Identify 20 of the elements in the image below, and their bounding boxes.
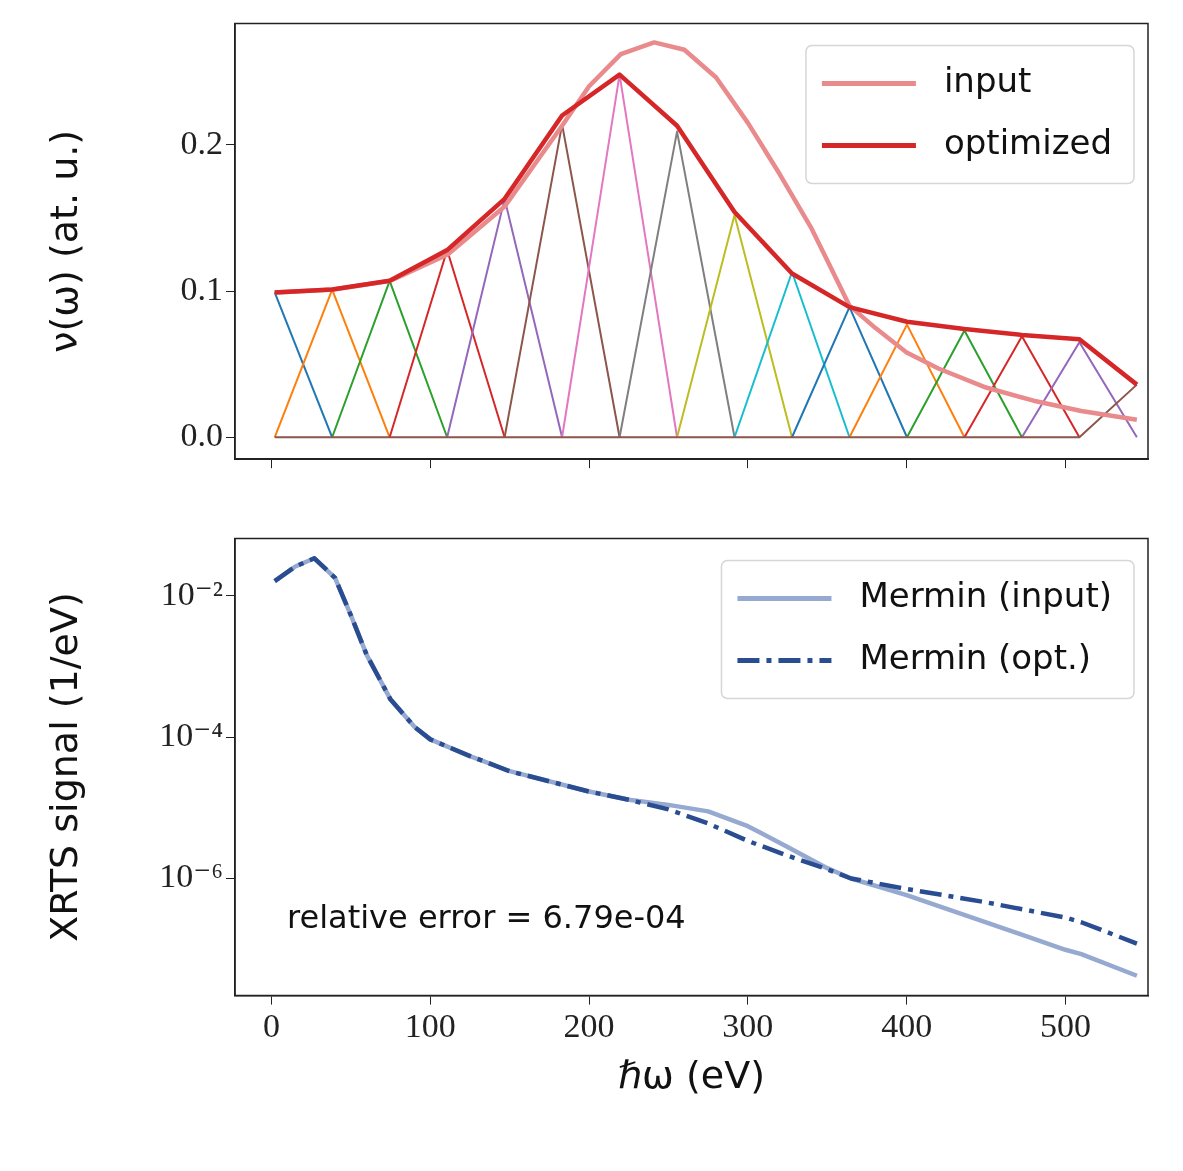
legend-label: input [943,60,1032,101]
x-tick-label: 200 [563,1006,615,1044]
y-tick-label: 10⁻⁴ [159,716,223,754]
x-tick-label: 500 [1039,1006,1091,1044]
x-tick-label: 400 [881,1006,933,1044]
y-tick-label: 0.0 [180,416,223,454]
y-axis-title: ν(ω) (at. u.) [41,129,86,353]
legend-label: Mermin (opt.) [859,637,1092,678]
annotation: relative error = 6.79e-04 [287,897,686,936]
x-tick-label: 0 [263,1006,281,1044]
y-tick-label: 10⁻⁶ [159,857,223,895]
y-tick-label: 0.2 [180,123,223,161]
x-tick-label: 100 [404,1006,456,1044]
legend-label: Mermin (input) [859,575,1112,616]
legend-label: optimized [943,122,1112,163]
y-tick-label: 10⁻² [160,574,223,612]
y-axis-title: XRTS signal (1/eV) [41,592,86,942]
x-tick-label: 300 [722,1006,774,1044]
x-axis-title: ℏω (eV) [617,1053,766,1098]
y-tick-label: 0.1 [180,269,223,307]
